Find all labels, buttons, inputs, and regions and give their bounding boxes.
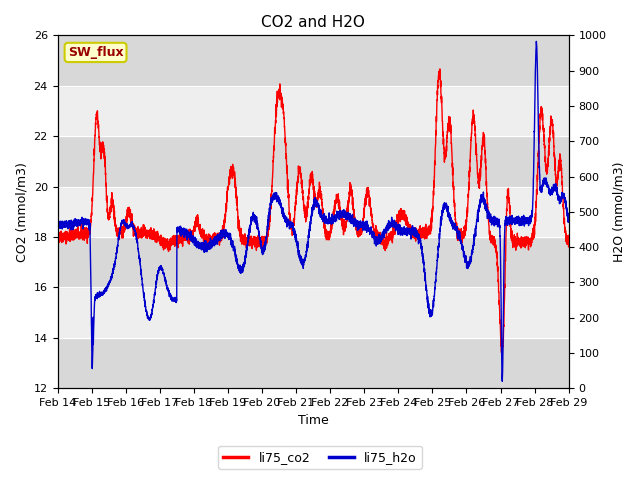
Legend: li75_co2, li75_h2o: li75_co2, li75_h2o	[218, 446, 422, 469]
Bar	[58, 338, 569, 388]
Bar	[58, 136, 569, 187]
Text: SW_flux: SW_flux	[68, 46, 124, 59]
Title: CO2 and H2O: CO2 and H2O	[261, 15, 365, 30]
Bar	[58, 288, 569, 338]
Y-axis label: H2O (mmol/m3): H2O (mmol/m3)	[612, 162, 625, 262]
X-axis label: Time: Time	[298, 414, 328, 427]
Bar	[58, 237, 569, 288]
Bar	[58, 86, 569, 136]
Bar	[58, 36, 569, 86]
Bar	[58, 187, 569, 237]
Y-axis label: CO2 (mmol/m3): CO2 (mmol/m3)	[15, 162, 28, 262]
